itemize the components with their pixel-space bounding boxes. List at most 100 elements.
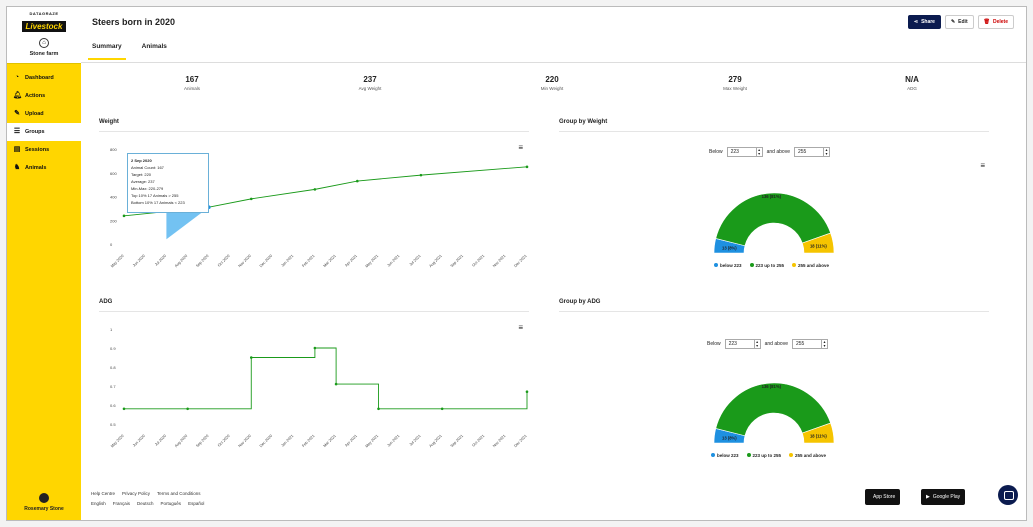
stat-label: Min Weight bbox=[540, 86, 564, 91]
sidebar-item-label: Groups bbox=[25, 129, 45, 135]
data-point bbox=[356, 179, 359, 183]
chat-bubble-icon[interactable] bbox=[998, 485, 1018, 505]
tab-summary[interactable]: Summary bbox=[88, 43, 126, 60]
y-tick-label: 0.7 bbox=[110, 384, 116, 389]
data-point bbox=[249, 197, 253, 201]
share-button[interactable]: ⋖ Share bbox=[907, 15, 941, 29]
below-value: 223 bbox=[730, 149, 739, 155]
x-tick-label: Aug 2020 bbox=[174, 254, 188, 268]
tab-animals[interactable]: Animals bbox=[141, 43, 167, 50]
x-tick-label: Mar 2021 bbox=[323, 254, 337, 268]
stat-max-weight: 279 Max Weight bbox=[695, 75, 775, 91]
x-tick-label: Aug 2020 bbox=[174, 434, 188, 448]
below-input[interactable]: 223 ▴ ▾ bbox=[726, 147, 763, 157]
pencil-icon: ✎ bbox=[14, 110, 20, 117]
group-adg-legend: below 223 223 up to 255 255 and above bbox=[711, 453, 826, 458]
sidebar-item-dashboard[interactable]: ◔ Dashboard bbox=[7, 69, 81, 87]
speedometer-icon: ◔ bbox=[14, 74, 20, 81]
spinner-arrows-icon[interactable]: ▴ ▾ bbox=[753, 340, 760, 348]
y-tick-label: 600 bbox=[110, 171, 117, 176]
x-tick-label: Feb 2021 bbox=[301, 254, 315, 268]
edit-button[interactable]: ✎ Edit bbox=[944, 15, 974, 29]
legend-dot-icon bbox=[789, 453, 794, 457]
footer-link[interactable]: Help Centre bbox=[91, 491, 116, 496]
x-tick-label: Feb 2021 bbox=[301, 434, 315, 448]
sidebar-item-groups[interactable]: ☰ Groups bbox=[7, 123, 81, 141]
spinner-arrows-icon[interactable]: ▴ ▾ bbox=[822, 148, 829, 156]
x-tick-label: Oct 2021 bbox=[472, 254, 486, 268]
footer-link[interactable]: Terms and Conditions bbox=[157, 491, 201, 496]
below-input[interactable]: 223 ▴ ▾ bbox=[724, 339, 761, 349]
legend-item[interactable]: 255 and above bbox=[792, 263, 829, 268]
edit-label: Edit bbox=[958, 19, 968, 25]
language-link[interactable]: Español bbox=[188, 501, 205, 506]
above-input[interactable]: 255 ▴ ▾ bbox=[791, 339, 828, 349]
trash-icon: 🗑︎ bbox=[983, 19, 990, 25]
pie-slice bbox=[801, 422, 835, 444]
data-point bbox=[122, 407, 126, 411]
sidebar-nav: ◔ Dashboard 🔔︎ Actions ✎ Upload ☰ Groups… bbox=[7, 69, 81, 177]
language-link[interactable]: English bbox=[91, 501, 106, 506]
spinner-arrows-icon[interactable]: ▴ ▾ bbox=[820, 340, 827, 348]
legend-item[interactable]: below 223 bbox=[714, 263, 742, 268]
x-tick-label: May 2021 bbox=[365, 254, 380, 269]
x-tick-label: Oct 2020 bbox=[217, 434, 231, 448]
stat-value: 279 bbox=[728, 75, 742, 84]
group-weight-chart: 13 (8%) 136 (81%) 18 (11%) bbox=[713, 192, 835, 254]
chart-menu-icon[interactable]: ≡ bbox=[518, 143, 523, 152]
legend-item[interactable]: 223 up to 255 bbox=[746, 453, 781, 458]
footer-link[interactable]: Privacy Policy bbox=[122, 491, 151, 496]
spinner-arrows-icon[interactable]: ▴ ▾ bbox=[755, 148, 762, 156]
legend-label: 255 and above bbox=[798, 263, 830, 268]
x-tick-label: Sep 2021 bbox=[450, 434, 464, 448]
stat-value: 220 bbox=[545, 75, 559, 84]
share-icon: ⋖ bbox=[913, 19, 919, 25]
sidebar-item-sessions[interactable]: ▤ Sessions bbox=[7, 141, 81, 159]
tooltip-line: Min-Max: 220-279 bbox=[131, 186, 164, 191]
y-tick-label: 800 bbox=[110, 147, 117, 152]
user-profile[interactable]: Rosemary Stone bbox=[7, 493, 81, 512]
y-tick-label: 0 bbox=[110, 242, 113, 247]
brand-block[interactable]: DATAGRAZE Livestock ⌂ Stone farm bbox=[7, 7, 81, 64]
legend-item[interactable]: below 223 bbox=[711, 453, 739, 458]
google-play-button[interactable]: ▶ Google Play bbox=[921, 489, 966, 505]
sidebar-item-actions[interactable]: 🔔︎ Actions bbox=[7, 87, 81, 105]
sidebar-item-label: Animals bbox=[25, 165, 47, 171]
data-point bbox=[186, 407, 189, 411]
weight-chart: 0 200 400 600 800 May 2020 Jun 2020 Jul 2020 Aug… bbox=[110, 147, 529, 269]
chart-menu-icon[interactable]: ≡ bbox=[518, 323, 523, 332]
sidebar-item-animals[interactable]: ♞ Animals bbox=[7, 159, 81, 177]
below-label: Below bbox=[707, 341, 721, 347]
x-tick-label: Jul 2021 bbox=[409, 254, 422, 267]
legend-item[interactable]: 255 and above bbox=[789, 453, 826, 458]
stat-label: Avg Weight bbox=[358, 86, 382, 91]
language-link[interactable]: Deutsch bbox=[137, 501, 154, 506]
language-link[interactable]: Français bbox=[112, 501, 131, 506]
delete-button[interactable]: 🗑︎ Delete bbox=[977, 15, 1014, 29]
data-point bbox=[249, 356, 253, 359]
stat-label: Animals bbox=[183, 86, 200, 91]
sidebar-item-upload[interactable]: ✎ Upload bbox=[7, 105, 81, 123]
farm-name: Stone farm bbox=[29, 51, 59, 57]
legend-label: 223 up to 255 bbox=[755, 263, 785, 268]
above-input[interactable]: 255 ▴ ▾ bbox=[793, 147, 830, 157]
app-store-label: App Store bbox=[873, 494, 896, 500]
app-store-button[interactable]: App Store bbox=[865, 489, 901, 505]
y-tick-label: 0.8 bbox=[110, 365, 116, 370]
pencil-icon: ✎ bbox=[950, 19, 956, 25]
pie-slice bbox=[801, 232, 835, 254]
app-window: DATAGRAZE Livestock ⌂ Stone farm ◔ Dashb… bbox=[6, 6, 1027, 521]
x-tick-label: Jun 2020 bbox=[132, 254, 146, 268]
language-link[interactable]: Português bbox=[160, 501, 182, 506]
stat-min-weight: 220 Min Weight bbox=[512, 75, 592, 91]
x-tick-label: May 2020 bbox=[110, 254, 125, 269]
weight-panel: Weight ≡ 0 200 400 600 800 May 2020 Jun 2020 Ju… bbox=[99, 119, 529, 289]
x-tick-label: Nov 2021 bbox=[492, 434, 506, 448]
stat-label: ADG bbox=[907, 86, 917, 91]
legend-item[interactable]: 223 up to 255 bbox=[749, 263, 785, 268]
x-tick-label: Apr 2021 bbox=[344, 254, 358, 268]
chart-menu-icon[interactable]: ≡ bbox=[980, 161, 985, 170]
language-links: English Français Deutsch Português Españ… bbox=[91, 501, 204, 506]
x-tick-label: Aug 2021 bbox=[429, 254, 443, 268]
group-adg-panel: Group by ADG Below 223 ▴ ▾ and above 255 … bbox=[559, 299, 989, 469]
